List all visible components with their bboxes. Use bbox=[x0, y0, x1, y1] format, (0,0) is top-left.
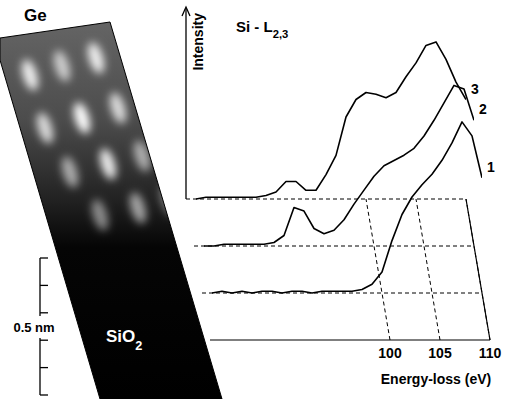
x-tick-label: 110 bbox=[479, 345, 502, 361]
x-tick bbox=[416, 199, 440, 340]
x-axis bbox=[210, 339, 490, 340]
figure: 1 23 Ge SiO2 0.5 nm 100 105 110 Energy-loss (eV)… bbox=[0, 0, 511, 399]
x-tick-label: 100 bbox=[378, 345, 402, 361]
lattice-spot bbox=[157, 183, 180, 218]
x-tick bbox=[466, 199, 490, 340]
y-axis-arrow bbox=[182, 7, 190, 16]
series-label: 2 bbox=[479, 101, 487, 117]
lattice-spot bbox=[85, 41, 108, 76]
lattice-spot bbox=[59, 155, 82, 190]
lattice-spot bbox=[51, 49, 74, 84]
scale-bar-line bbox=[39, 338, 40, 395]
series-group bbox=[196, 42, 466, 199]
scale-bar-tick bbox=[40, 340, 48, 341]
series-group bbox=[212, 122, 482, 293]
x-tick-label: 105 bbox=[428, 345, 452, 361]
spectrum-line bbox=[196, 42, 466, 199]
scale-bar-tick bbox=[40, 285, 48, 286]
x-axis-title: Energy-loss (eV) bbox=[381, 371, 491, 387]
lattice-spot bbox=[127, 191, 150, 226]
lattice-spot bbox=[19, 58, 42, 93]
plane bbox=[186, 199, 490, 340]
y-axis bbox=[185, 9, 186, 199]
image-label: Ge bbox=[24, 6, 47, 25]
spectrum-line bbox=[204, 85, 474, 246]
lattice-spot bbox=[89, 198, 112, 233]
lattice-spot bbox=[107, 91, 130, 126]
chart-title: Si - L2,3 bbox=[236, 18, 288, 40]
baseline bbox=[186, 199, 466, 200]
lattice-spot bbox=[34, 111, 57, 146]
x-tick bbox=[366, 199, 390, 340]
baseline bbox=[194, 246, 474, 247]
scale-bar-line bbox=[39, 258, 40, 316]
scale-bar-tick bbox=[40, 394, 48, 395]
scale-bar-tick bbox=[40, 257, 48, 258]
scale-bar-label: 0.5 nm bbox=[13, 320, 54, 335]
image-label: SiO2 bbox=[106, 327, 142, 353]
scale-bar-tick bbox=[40, 367, 48, 368]
baseline bbox=[202, 293, 482, 294]
lattice-spot bbox=[97, 147, 120, 182]
lattice-spot bbox=[71, 101, 94, 136]
series-label: 3 bbox=[471, 81, 479, 97]
micrograph-ground bbox=[0, 0, 230, 399]
series-group bbox=[204, 85, 474, 246]
series-label: 1 bbox=[487, 159, 495, 175]
y-axis-title: Intensity bbox=[190, 13, 206, 71]
scale-bar-tick bbox=[40, 312, 48, 313]
micrograph bbox=[0, 0, 230, 399]
micrograph-frame bbox=[0, 22, 222, 399]
plane-edge bbox=[466, 199, 490, 340]
spectrum-line bbox=[212, 122, 482, 293]
